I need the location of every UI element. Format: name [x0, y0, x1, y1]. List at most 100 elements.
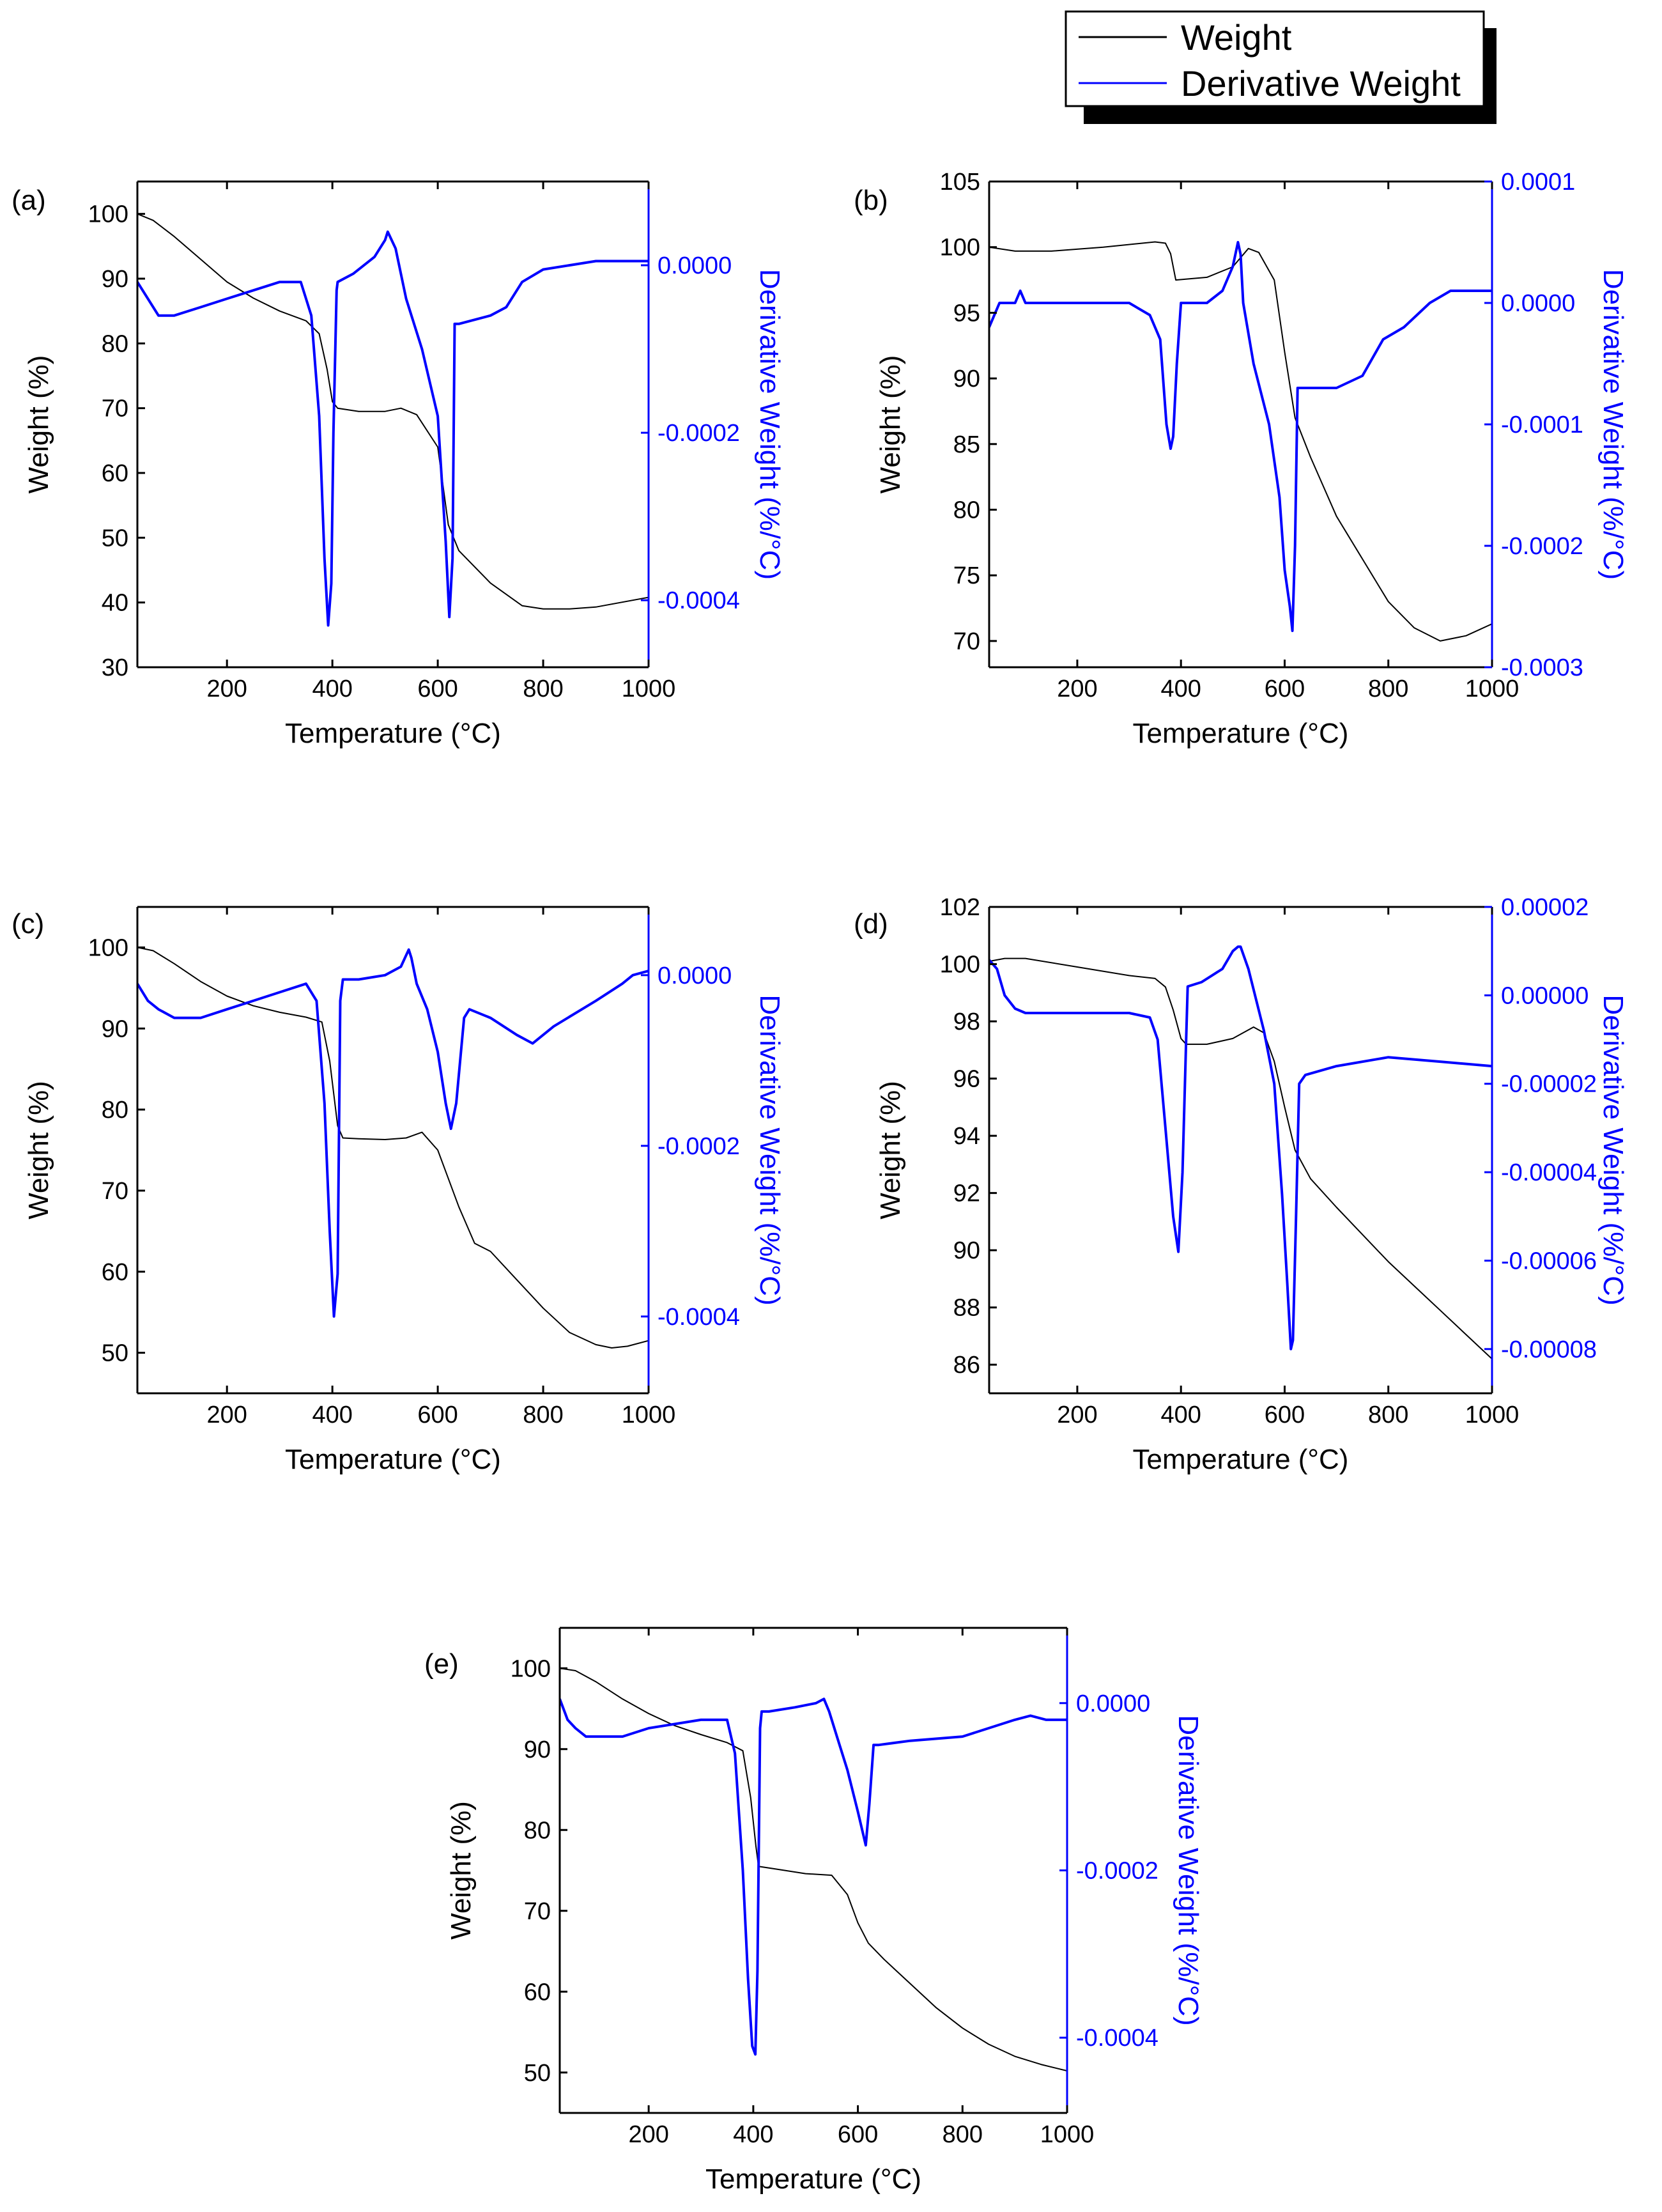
panel-a-xtick-label: 1000: [622, 676, 676, 702]
panel-b-xtick-label: 600: [1265, 676, 1305, 702]
panel-b-derivative-line: [989, 241, 1492, 632]
panel-e-xtick-label: 200: [628, 2121, 668, 2148]
panel-c-xtick-label: 1000: [622, 1402, 676, 1428]
panel-c-weight-line: [137, 947, 649, 1349]
panel-e-ytick-label: 60: [524, 1979, 551, 2006]
panel-a-xtick-label: 200: [207, 676, 247, 702]
panel-c-ytick-label: 60: [102, 1259, 128, 1286]
panel-d-y2tick-label: -0.00004: [1501, 1159, 1597, 1186]
panel-c-label: (c): [12, 908, 44, 940]
panel-d-y-axis-title: Weight (%): [875, 1081, 906, 1219]
panel-a-y2tick-label: 0.0000: [658, 252, 732, 279]
panel-d-y2tick-label: 0.00002: [1501, 894, 1589, 921]
panel-e-xtick-label: 1000: [1040, 2121, 1095, 2148]
panel-b-xtick-label: 1000: [1465, 676, 1520, 702]
panel-b-y-axis-title: Weight (%): [875, 355, 906, 494]
panel-c-y2tick-label: -0.0004: [658, 1304, 740, 1331]
panel-d-y2tick-label: 0.00000: [1501, 982, 1589, 1009]
panel-a-y2-axis-title: Derivative Weight (%/°C): [754, 269, 785, 580]
panel-a-ytick-label: 90: [102, 266, 128, 293]
panel-a-ytick-label: 40: [102, 590, 128, 617]
panel-e-y-axis-title: Weight (%): [445, 1801, 477, 1940]
panel-c-xtick-label: 600: [417, 1402, 458, 1428]
panel-b-xtick-label: 200: [1057, 676, 1097, 702]
panel-e-derivative-line: [560, 1698, 1067, 2056]
panel-e: 200 400 600 800 1000 50 60 70 80 90 100 -0.0004 -0.0…: [424, 1627, 1204, 2195]
legend-weight-label: Weight: [1181, 17, 1292, 58]
panel-a-y2tick-label: -0.0002: [658, 420, 740, 447]
panel-e-xtick-label: 600: [838, 2121, 878, 2148]
panel-d-y2-axis-title: Derivative Weight (%/°C): [1597, 994, 1629, 1305]
panel-b-ytick-label: 90: [953, 366, 980, 392]
panel-d-y2tick-label: -0.00002: [1501, 1071, 1597, 1098]
panel-b-xtick-label: 800: [1368, 676, 1408, 702]
panel-d-ytick-label: 94: [953, 1123, 980, 1150]
panel-d-ytick-label: 96: [953, 1066, 980, 1093]
legend: Weight Derivative Weight: [1065, 10, 1497, 124]
panel-e-label: (e): [424, 1648, 459, 1680]
panel-e-weight-line: [560, 1667, 1067, 2072]
panel-d-x-axis-title: Temperature (°C): [1133, 1444, 1349, 1475]
panel-a-y-axis-title: Weight (%): [23, 355, 54, 494]
panel-b-xtick-label: 400: [1160, 676, 1201, 702]
panel-c-y2-axis-title: Derivative Weight (%/°C): [754, 994, 785, 1305]
panel-a-ytick-label: 80: [102, 330, 128, 357]
panel-d-y2tick-label: -0.00006: [1501, 1248, 1597, 1274]
panel-c-ytick-label: 90: [102, 1016, 128, 1042]
panel-a-ytick-label: 100: [88, 201, 128, 228]
panel-c-xtick-label: 200: [207, 1402, 247, 1428]
panel-c-xtick-label: 400: [312, 1402, 352, 1428]
panel-d-ytick-label: 100: [940, 952, 980, 978]
panel-c-x-axis-title: Temperature (°C): [285, 1444, 501, 1475]
panel-e-ytick-label: 80: [524, 1817, 551, 1844]
panel-d: 200 400 600 800 1000 86 88 90 92 94 96 98 100 102 -0.0…: [854, 894, 1629, 1475]
panel-c: 200 400 600 800 1000 50 60 70 80 90 100 -0.0004 -0.0…: [12, 906, 785, 1475]
panel-c-ytick-label: 50: [102, 1340, 128, 1367]
panel-b-y2tick-label: -0.0002: [1501, 533, 1583, 560]
panel-e-xtick-label: 400: [733, 2121, 773, 2148]
panel-c-derivative-line: [137, 948, 649, 1318]
panel-d-xtick-label: 800: [1368, 1402, 1408, 1428]
panels: 200 400 600 800 1000 30 40 50 60 70 80 90 100 -0.0004…: [12, 169, 1629, 2195]
panel-a-ytick-label: 50: [102, 525, 128, 552]
panel-d-y2tick-label: -0.00008: [1501, 1336, 1597, 1363]
panel-e-x-axis-title: Temperature (°C): [705, 2163, 921, 2195]
panel-b-ytick-label: 95: [953, 300, 980, 327]
panel-e-ytick-label: 50: [524, 2060, 551, 2087]
legend-derivative-label: Derivative Weight: [1181, 63, 1461, 104]
panel-c-y2tick-label: -0.0002: [658, 1133, 740, 1160]
panel-e-y2-axis-title: Derivative Weight (%/°C): [1173, 1715, 1204, 2025]
panel-d-ytick-label: 86: [953, 1352, 980, 1379]
panel-e-xtick-label: 800: [943, 2121, 983, 2148]
panel-c-ytick-label: 100: [88, 934, 128, 961]
panel-a-x-axis-title: Temperature (°C): [285, 718, 501, 749]
panel-a-xtick-label: 800: [523, 676, 563, 702]
panel-b-ytick-label: 105: [940, 169, 980, 196]
panel-b-ytick-label: 85: [953, 431, 980, 458]
panel-b-ytick-label: 100: [940, 235, 980, 261]
panel-b-y2tick-label: 0.0001: [1501, 169, 1575, 196]
panel-b: 200 400 600 800 1000 70 75 80 85 90 95 100 105 -0.000…: [854, 169, 1629, 749]
panel-e-ytick-label: 90: [524, 1736, 551, 1763]
panel-e-ytick-label: 70: [524, 1898, 551, 1925]
panel-c-y-axis-title: Weight (%): [23, 1081, 54, 1219]
panel-a-ytick-label: 60: [102, 460, 128, 487]
panel-d-xtick-label: 600: [1265, 1402, 1305, 1428]
panel-a-xtick-label: 600: [417, 676, 458, 702]
panel-b-y2tick-label: -0.0001: [1501, 412, 1583, 438]
panel-b-ytick-label: 80: [953, 497, 980, 524]
panel-b-y2tick-label: -0.0003: [1501, 654, 1583, 681]
panel-c-ytick-label: 70: [102, 1178, 128, 1205]
panel-a-derivative-line: [137, 230, 649, 627]
panel-e-y2tick-label: 0.0000: [1076, 1690, 1150, 1717]
panel-a-ytick-label: 30: [102, 654, 128, 681]
panel-b-y2-axis-title: Derivative Weight (%/°C): [1597, 269, 1629, 580]
panel-a-label: (a): [12, 185, 46, 216]
panel-e-ytick-label: 100: [511, 1655, 551, 1682]
panel-a-xtick-label: 400: [312, 676, 352, 702]
legend-box: [1065, 10, 1485, 107]
panel-d-label: (d): [854, 908, 888, 940]
panel-b-x-axis-title: Temperature (°C): [1133, 718, 1349, 749]
